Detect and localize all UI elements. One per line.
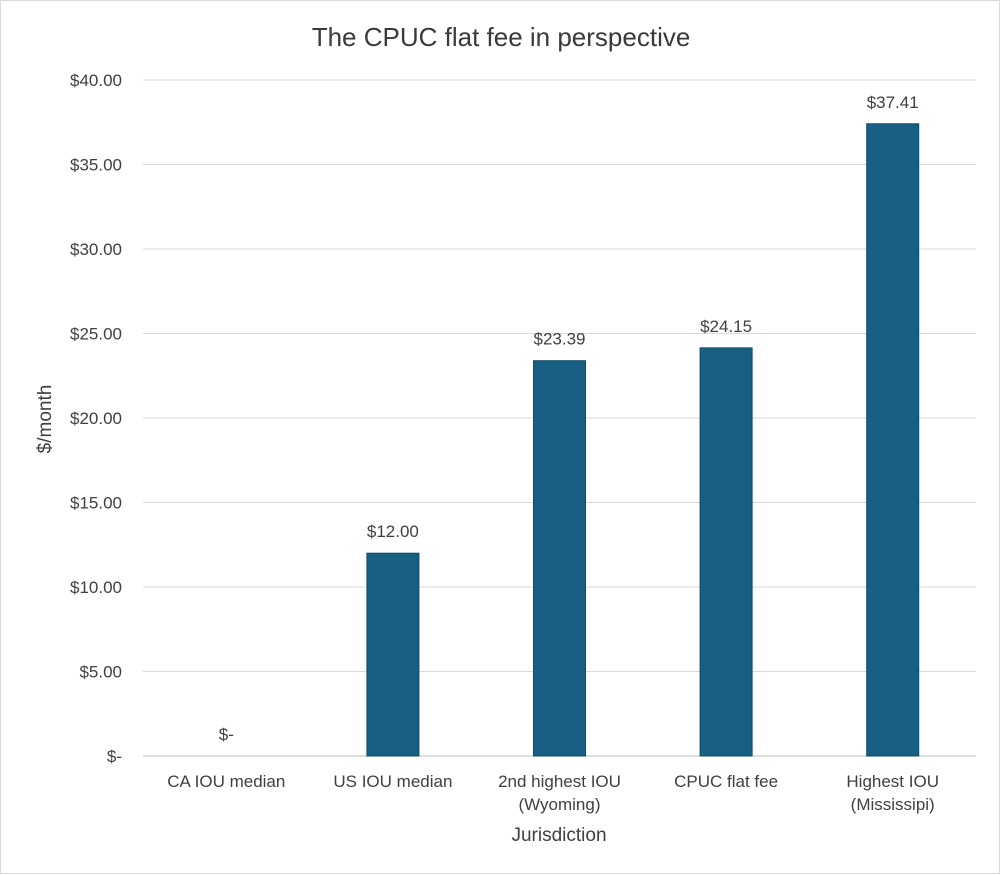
y-tick-label: $40.00 xyxy=(70,71,122,90)
y-tick-label: $35.00 xyxy=(70,156,122,175)
chart-title: The CPUC flat fee in perspective xyxy=(312,22,691,52)
y-tick-label: $30.00 xyxy=(70,240,122,259)
y-tick-label: $5.00 xyxy=(79,663,122,682)
data-label: $12.00 xyxy=(367,522,419,541)
x-tick-label-line: US IOU median xyxy=(333,772,452,791)
y-axis-tick-labels: $- $5.00 $10.00 $15.00 $20.00 $25.00 $30.00 $35… xyxy=(70,71,122,766)
x-tick-label-line: CPUC flat fee xyxy=(674,772,778,791)
x-tick-label-line: (Mississipi) xyxy=(851,795,935,814)
x-tick-label: Highest IOU (Mississipi) xyxy=(846,772,939,814)
x-axis-title: Jurisdiction xyxy=(511,825,606,846)
x-tick-label-line: Highest IOU xyxy=(846,772,939,791)
y-tick-label: $15.00 xyxy=(70,494,122,513)
bar xyxy=(366,552,420,757)
x-tick-label-line: 2nd highest IOU xyxy=(498,772,621,791)
data-label: $23.39 xyxy=(534,330,586,349)
y-tick-label: $25.00 xyxy=(70,325,122,344)
bars xyxy=(366,123,920,757)
x-tick-label: CPUC flat fee xyxy=(674,772,778,791)
x-tick-label-line: CA IOU median xyxy=(167,772,285,791)
bar xyxy=(866,123,920,757)
y-tick-label: $20.00 xyxy=(70,409,122,428)
x-axis-tick-labels: CA IOU median US IOU median 2nd highest IO… xyxy=(167,772,939,814)
x-tick-label: 2nd highest IOU (Wyoming) xyxy=(498,772,621,814)
bar xyxy=(533,360,586,757)
data-label: $37.41 xyxy=(867,93,919,112)
y-tick-label: $- xyxy=(107,747,122,766)
data-label: $- xyxy=(219,725,234,744)
y-axis-title: $/month xyxy=(35,385,56,454)
data-labels: $- $12.00 $23.39 $24.15 $37.41 xyxy=(219,93,919,744)
data-label: $24.15 xyxy=(700,317,752,336)
y-tick-label: $10.00 xyxy=(70,578,122,597)
x-tick-label: CA IOU median xyxy=(167,772,285,791)
x-tick-label-line: (Wyoming) xyxy=(518,795,600,814)
bar xyxy=(699,347,753,757)
x-tick-label: US IOU median xyxy=(333,772,452,791)
